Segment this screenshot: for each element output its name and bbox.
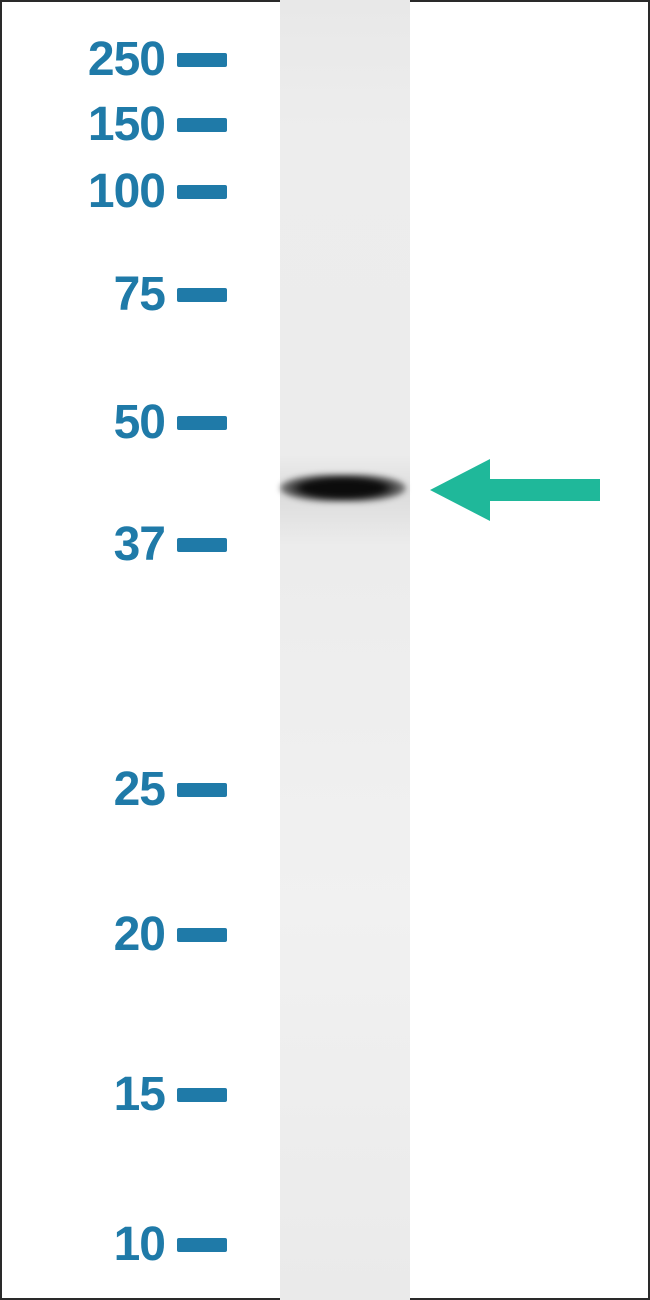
mw-marker-label: 75 <box>0 271 165 319</box>
protein-band <box>280 474 406 502</box>
mw-marker: 150 <box>0 101 227 149</box>
mw-marker-tick <box>177 416 227 430</box>
mw-marker: 75 <box>0 271 227 319</box>
mw-marker-label: 15 <box>0 1071 165 1119</box>
mw-marker-label: 25 <box>0 766 165 814</box>
mw-marker-label: 100 <box>0 168 165 216</box>
mw-marker-tick <box>177 288 227 302</box>
mw-marker-label: 50 <box>0 399 165 447</box>
mw-marker-label: 150 <box>0 101 165 149</box>
mw-marker: 20 <box>0 911 227 959</box>
mw-marker-tick <box>177 53 227 67</box>
mw-marker: 50 <box>0 399 227 447</box>
mw-marker-tick <box>177 783 227 797</box>
mw-marker: 100 <box>0 168 227 216</box>
mw-marker-label: 250 <box>0 36 165 84</box>
mw-marker-tick <box>177 538 227 552</box>
mw-marker-label: 20 <box>0 911 165 959</box>
mw-marker-tick <box>177 118 227 132</box>
mw-marker-tick <box>177 185 227 199</box>
blot-lane <box>280 0 410 1300</box>
mw-marker: 10 <box>0 1221 227 1269</box>
mw-marker-label: 10 <box>0 1221 165 1269</box>
mw-marker: 25 <box>0 766 227 814</box>
arrow-shaft <box>490 479 600 501</box>
mw-marker: 37 <box>0 521 227 569</box>
mw-marker-label: 37 <box>0 521 165 569</box>
mw-marker: 250 <box>0 36 227 84</box>
mw-marker-tick <box>177 1238 227 1252</box>
mw-marker-tick <box>177 928 227 942</box>
band-indicator-arrow <box>430 459 600 521</box>
arrow-head-icon <box>430 459 490 521</box>
mw-marker: 15 <box>0 1071 227 1119</box>
mw-marker-tick <box>177 1088 227 1102</box>
